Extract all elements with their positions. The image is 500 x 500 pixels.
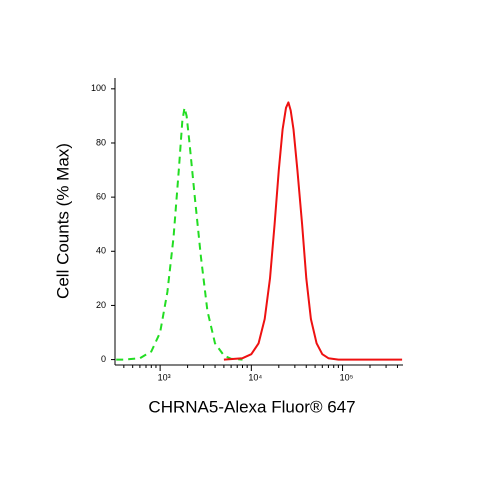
x-axis-title: CHRNA5-Alexa Fluor® 647 bbox=[148, 397, 355, 416]
x-tick-label: 10⁵ bbox=[340, 372, 354, 382]
y-tick-label: 20 bbox=[96, 300, 106, 310]
x-tick-label: 10⁴ bbox=[248, 372, 262, 382]
y-tick-label: 100 bbox=[91, 83, 106, 93]
x-tick-label: 10³ bbox=[158, 372, 171, 382]
series-line bbox=[223, 101, 403, 361]
y-tick-label: 40 bbox=[96, 246, 106, 256]
y-tick-label: 80 bbox=[96, 137, 106, 147]
y-tick-label: 0 bbox=[101, 354, 106, 364]
y-tick-label: 60 bbox=[96, 192, 106, 202]
series-line bbox=[116, 106, 243, 361]
y-axis-title: Cell Counts (% Max) bbox=[53, 143, 72, 299]
